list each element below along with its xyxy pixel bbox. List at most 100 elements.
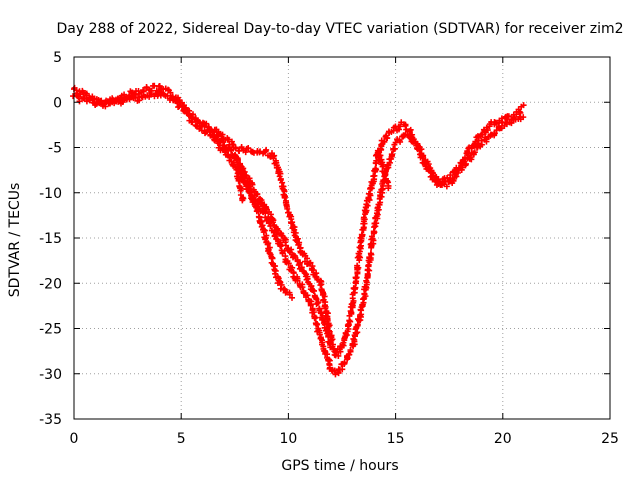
data-point xyxy=(365,262,372,269)
data-point xyxy=(377,152,384,159)
data-point xyxy=(203,120,210,127)
data-point xyxy=(397,123,404,130)
data-point xyxy=(296,260,303,267)
data-point xyxy=(102,99,109,106)
x-tick-label: 20 xyxy=(494,431,512,447)
data-point xyxy=(354,262,361,269)
data-point xyxy=(371,220,378,227)
data-point xyxy=(274,227,281,234)
data-point xyxy=(313,295,320,302)
x-tick-label: 5 xyxy=(177,431,186,447)
data-point xyxy=(225,136,232,143)
data-point xyxy=(447,171,454,178)
data-point xyxy=(479,131,486,138)
data-point xyxy=(286,291,293,298)
data-point xyxy=(289,294,296,301)
data-point xyxy=(359,231,366,238)
data-point xyxy=(315,299,322,306)
y-tick-label: -30 xyxy=(39,367,62,383)
data-point xyxy=(317,282,324,289)
chart-title: Day 288 of 2022, Sidereal Day-to-day VTE… xyxy=(57,21,624,37)
data-point xyxy=(234,155,241,162)
data-point xyxy=(373,210,380,217)
data-point xyxy=(450,177,457,184)
data-point xyxy=(83,90,90,97)
data-point xyxy=(407,126,414,133)
data-point xyxy=(321,293,328,300)
series-track-a xyxy=(70,82,527,359)
data-point xyxy=(191,116,198,123)
data-point xyxy=(520,102,527,109)
data-point xyxy=(318,278,325,285)
data-point xyxy=(484,127,491,134)
data-point xyxy=(346,351,353,358)
data-point xyxy=(265,246,272,253)
x-axis-label: GPS time / hours xyxy=(281,458,398,474)
data-point xyxy=(255,208,262,215)
data-point xyxy=(381,138,388,145)
data-point xyxy=(380,163,387,170)
data-point xyxy=(312,314,319,321)
y-axis-label: SDTVAR / TECUs xyxy=(7,183,23,298)
data-point xyxy=(294,277,301,284)
data-point xyxy=(429,170,436,177)
data-point xyxy=(520,114,527,121)
x-tick-label: 0 xyxy=(70,431,79,447)
data-point xyxy=(453,173,460,180)
data-point xyxy=(357,254,364,261)
data-point xyxy=(320,343,327,350)
data-point xyxy=(372,165,379,172)
data-point xyxy=(471,149,478,156)
x-tick-label: 15 xyxy=(387,431,405,447)
data-point xyxy=(354,322,361,329)
y-tick-label: -15 xyxy=(39,231,62,247)
data-point xyxy=(513,111,520,118)
data-point xyxy=(87,95,94,102)
data-point xyxy=(420,152,427,159)
data-point xyxy=(366,255,373,262)
data-point xyxy=(369,235,376,242)
data-point xyxy=(119,99,126,106)
data-point xyxy=(310,267,317,274)
data-point xyxy=(341,337,348,344)
data-point xyxy=(319,339,326,346)
data-point xyxy=(407,132,414,139)
data-point xyxy=(258,218,265,225)
data-point xyxy=(339,366,346,373)
data-point xyxy=(97,97,104,104)
data-point xyxy=(75,94,82,101)
data-point xyxy=(288,246,295,253)
series-track-e xyxy=(233,170,247,204)
data-point xyxy=(260,229,267,236)
y-tick-label: 5 xyxy=(53,50,62,66)
data-point xyxy=(505,113,512,120)
data-point xyxy=(242,149,249,156)
series-track-f xyxy=(372,147,392,192)
y-tick-label: -35 xyxy=(39,412,62,428)
data-point xyxy=(491,130,498,137)
data-point xyxy=(516,108,523,115)
data-point xyxy=(235,176,242,183)
data-point xyxy=(443,183,450,190)
data-point xyxy=(267,223,274,230)
data-point xyxy=(83,98,90,105)
data-point xyxy=(335,352,342,359)
data-point xyxy=(263,146,270,153)
data-point xyxy=(348,309,355,316)
data-point xyxy=(313,321,320,328)
y-tick-label: -10 xyxy=(39,186,62,202)
data-point xyxy=(361,216,368,223)
series-track-c xyxy=(210,131,334,351)
data-point xyxy=(310,287,317,294)
data-point xyxy=(277,175,284,182)
y-tick-label: -20 xyxy=(39,276,62,292)
data-point xyxy=(294,235,301,242)
data-point xyxy=(367,250,374,257)
data-point xyxy=(354,329,361,336)
y-tick-label: -25 xyxy=(39,322,62,338)
data-point xyxy=(263,232,270,239)
data-point xyxy=(290,270,297,277)
data-point xyxy=(248,189,255,196)
